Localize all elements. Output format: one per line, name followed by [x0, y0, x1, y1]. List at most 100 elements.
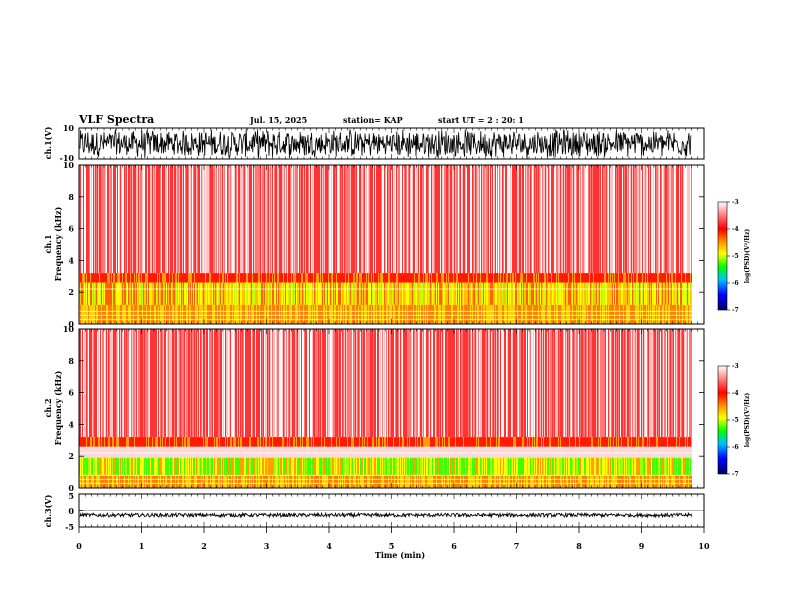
ch2-spectrogram-column [241, 437, 242, 447]
ch1-spectrogram-column [632, 282, 633, 305]
ch2-spectrogram-column [486, 329, 487, 438]
ch1-spectrogram-column [652, 304, 653, 324]
ch2-spectrogram-column [123, 457, 124, 476]
ch2-spectrogram-column [583, 475, 584, 488]
ch1-spectrogram-column [236, 282, 237, 305]
ch2-spectrogram-column [610, 329, 611, 438]
ch2-spectrogram-column [500, 457, 501, 476]
ch2-spectrogram-column [333, 437, 334, 447]
ch2-spectrogram-column [117, 457, 118, 476]
ch1-spectrogram-column [675, 165, 676, 274]
ch1-spectrogram-column [121, 273, 122, 283]
ch2-spectrogram-column [384, 475, 385, 488]
ch2-spectrogram-column [150, 457, 151, 476]
ch1-spectrogram-column [573, 273, 574, 283]
ch2-spectrogram-column [398, 475, 399, 488]
ch1-spectrogram-column [375, 165, 376, 274]
ch1-spectrogram-column [81, 304, 82, 324]
ch1-spectrogram-column [448, 304, 449, 324]
ch2-spectrogram-column [373, 475, 374, 488]
ch2-spectrogram-column [285, 329, 286, 438]
ch1-spectrogram-column [545, 273, 546, 283]
ch2-spectrogram-column [465, 475, 466, 488]
ch1-spectrogram-column [322, 304, 323, 324]
ch1-spectrogram-column [123, 165, 124, 274]
ch2-spectrogram-column [620, 329, 621, 438]
ch2-spectrogram-column [225, 457, 226, 476]
ch1-spectrogram-column [555, 304, 556, 324]
ch1-spectrogram-column [259, 282, 260, 305]
ch2-spectrogram-column [216, 437, 217, 447]
ch1-spectrogram-column [569, 273, 570, 283]
ch1-spectrogram-column [588, 282, 589, 305]
ch1-spectrogram-column [142, 282, 143, 305]
ch1-spectrogram-column [242, 304, 243, 324]
ch2-spectrogram-column [419, 475, 420, 488]
ch1-spectrogram-column [534, 273, 535, 283]
ch2-spectrogram-column [454, 437, 455, 447]
ch2-spectrogram-column [679, 329, 680, 438]
ch1-spectrogram-column [279, 273, 280, 283]
ch1-spectrogram-column [241, 282, 242, 305]
ch1-spectrogram-column [342, 304, 343, 324]
ch2-spectrogram-column [335, 475, 336, 488]
ch2-spectrogram-column [348, 437, 349, 447]
ch2-spectrogram-column [318, 437, 319, 447]
ch2-spectrogram-column [461, 437, 462, 447]
ch1-spectrogram-column [319, 304, 320, 324]
ch1-spectrogram-column [186, 273, 187, 283]
ch2-spectrogram-column [598, 457, 599, 476]
ch1-spectrogram-column [347, 282, 348, 305]
ch1-spectrogram-column [221, 282, 222, 305]
ch2-spectrogram-column [576, 437, 577, 447]
ch2-spectrogram-column [217, 437, 218, 447]
ch2-spectrogram-column [94, 457, 95, 476]
ch2-spectrogram-column [547, 437, 548, 447]
ch1-spectrogram-column [219, 165, 220, 274]
ch2-spectrogram-column [86, 475, 87, 488]
ch2-spectrogram-column [586, 475, 587, 488]
ch1-spectrogram-column [605, 282, 606, 305]
ch1-spectrogram-column [626, 304, 627, 324]
ch2-spectrogram-column [138, 457, 139, 476]
ch2-spectrogram-column [118, 329, 119, 438]
ch1-spectrogram-column [667, 273, 668, 283]
ch2-spectrogram-column [181, 437, 182, 447]
ch2-spectrogram-column [654, 475, 655, 488]
ch1-spectrogram-column [691, 273, 692, 283]
ch1-spectrogram-column [379, 273, 380, 283]
ch1-spectrogram-column [470, 165, 471, 274]
ch2-spectrogram-column [637, 475, 638, 488]
ch1-spectrogram-column [491, 165, 492, 274]
ch1-spectrogram-column [608, 273, 609, 283]
ch2-spectrogram-column [469, 329, 470, 438]
ch1-spectrogram-column [356, 273, 357, 283]
ch1-spectrogram-column [356, 282, 357, 305]
ch2-spectrogram-column [351, 475, 352, 488]
ch1-spectrogram-column [170, 282, 171, 305]
ch2-spectrogram-column [398, 457, 399, 476]
ch2-spectrogram-column [651, 475, 652, 488]
ch1-spectrogram-column [347, 304, 348, 324]
ch2-spectrogram-column [468, 329, 469, 438]
ch1-spectrogram-column [115, 165, 116, 274]
ch1-spectrogram-column [313, 165, 314, 274]
ch2-spectrogram-column [541, 329, 542, 438]
ch1-spectrogram-column [331, 282, 332, 305]
ch2-spectrogram-column [426, 457, 427, 476]
ch2-spectrogram-column [171, 437, 172, 447]
ch2-spectrogram-column [206, 329, 207, 438]
ch1-spectrogram-column [427, 165, 428, 274]
ch1-spectrogram-column [446, 282, 447, 305]
ch1-spectrogram-column [570, 273, 571, 283]
ch2-spectrogram-column [207, 475, 208, 488]
ch2-spectrogram-column [256, 329, 257, 438]
ch2-spectrogram-column [240, 475, 241, 488]
ch2-spectrogram-column [353, 475, 354, 488]
ch1-spectrogram-column [553, 304, 554, 324]
ch2-spectrogram-column [657, 457, 658, 476]
ch2-spectrogram-column [577, 475, 578, 488]
ch2-spectrogram-column [504, 475, 505, 488]
ch1-spectrogram-column [583, 282, 584, 305]
ch2-spectrogram-column [380, 329, 381, 438]
